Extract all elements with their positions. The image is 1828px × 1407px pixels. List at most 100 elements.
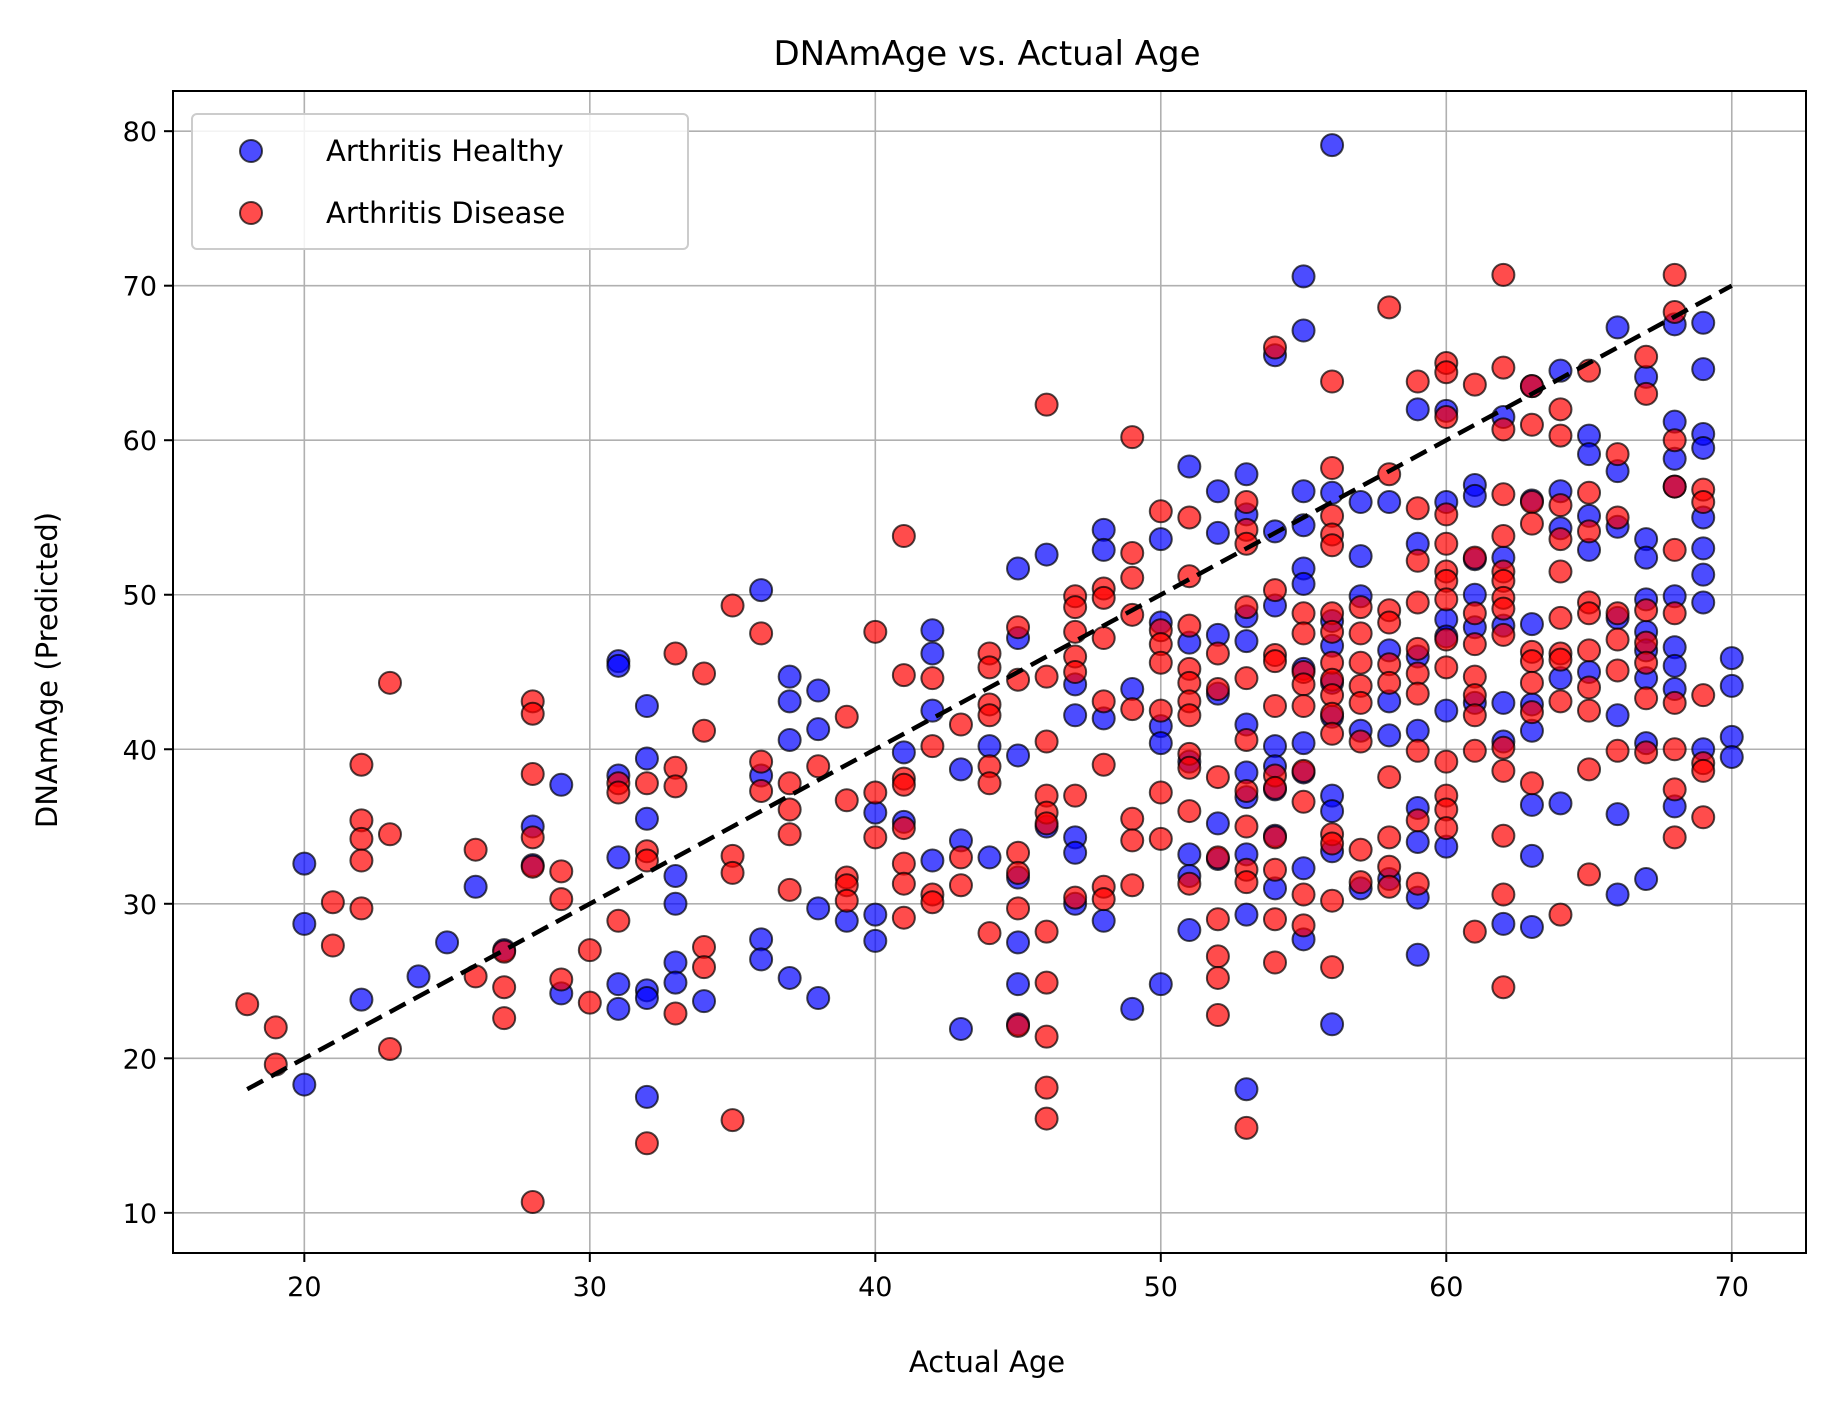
data-point (1348, 837, 1373, 862)
data-point (1262, 825, 1287, 850)
data-point (435, 930, 460, 955)
data-point (1091, 752, 1116, 777)
data-point (1148, 499, 1173, 524)
data-point (1205, 965, 1230, 990)
data-point (1205, 765, 1230, 790)
data-point (1377, 874, 1402, 899)
data-point (1491, 482, 1516, 507)
data-point (1634, 381, 1659, 406)
data-point (1291, 571, 1316, 596)
data-point (891, 905, 916, 930)
data-point (920, 848, 945, 873)
data-point (634, 848, 659, 873)
data-point (1462, 601, 1487, 626)
data-point (1405, 871, 1430, 896)
data-point (692, 661, 717, 686)
data-point (1634, 545, 1659, 570)
data-point (1662, 262, 1687, 287)
data-point (806, 986, 831, 1011)
data-point (1491, 823, 1516, 848)
data-point (549, 967, 574, 992)
data-point (663, 641, 688, 666)
data-point (520, 761, 545, 786)
data-point (1405, 718, 1430, 743)
data-point (720, 1108, 745, 1133)
data-point (1662, 777, 1687, 802)
data-point (1577, 698, 1602, 723)
data-point (777, 877, 802, 902)
data-point (663, 774, 688, 799)
data-point (1262, 578, 1287, 603)
data-point (263, 1015, 288, 1040)
data-point (1519, 612, 1544, 637)
data-point (1491, 735, 1516, 760)
data-point (1491, 524, 1516, 549)
data-point (806, 754, 831, 779)
data-point (1205, 520, 1230, 545)
data-point (1662, 601, 1687, 626)
data-point (1548, 605, 1573, 630)
data-point (1291, 601, 1316, 626)
data-point (1177, 755, 1202, 780)
data-point (1491, 262, 1516, 287)
data-point (1234, 870, 1259, 895)
data-point (292, 851, 317, 876)
y-axis-label: DNAmAge (Predicted) (30, 512, 64, 828)
data-point (1491, 758, 1516, 783)
data-point (1548, 493, 1573, 518)
data-point (1006, 840, 1031, 865)
data-point (1662, 537, 1687, 562)
data-point (806, 717, 831, 742)
data-point (1177, 703, 1202, 728)
data-point (1548, 527, 1573, 552)
data-point (1405, 661, 1430, 686)
data-point (1548, 791, 1573, 816)
data-point (1234, 490, 1259, 515)
data-point (1377, 295, 1402, 320)
data-point (1377, 723, 1402, 748)
data-point (1434, 360, 1459, 385)
data-point (349, 752, 374, 777)
data-point (1320, 831, 1345, 856)
data-point (1719, 724, 1744, 749)
data-point (1662, 825, 1687, 850)
data-point (1320, 888, 1345, 913)
data-point (1548, 559, 1573, 584)
data-point (1662, 737, 1687, 762)
data-point (1234, 666, 1259, 691)
data-point (1634, 598, 1659, 623)
data-point (1377, 854, 1402, 879)
data-point (1605, 601, 1630, 626)
data-point (1605, 882, 1630, 907)
data-point (377, 822, 402, 847)
data-point (1262, 775, 1287, 800)
data-point (1205, 676, 1230, 701)
data-point (1377, 765, 1402, 790)
data-point (1205, 811, 1230, 836)
data-point (634, 806, 659, 831)
data-point (1348, 690, 1373, 715)
data-point (1605, 738, 1630, 763)
data-point (1348, 595, 1373, 620)
data-point (1519, 490, 1544, 515)
data-point (1091, 908, 1116, 933)
data-point (1091, 626, 1116, 651)
data-point (1634, 740, 1659, 765)
data-point (1063, 619, 1088, 644)
data-point (1091, 689, 1116, 714)
data-point (1462, 372, 1487, 397)
data-point (1148, 650, 1173, 675)
data-point (1063, 703, 1088, 728)
data-point (1006, 972, 1031, 997)
data-point (977, 845, 1002, 870)
data-point (1519, 843, 1544, 868)
data-point (806, 896, 831, 921)
data-point (1262, 734, 1287, 759)
data-point (634, 1084, 659, 1109)
data-point (948, 757, 973, 782)
data-point (1205, 1003, 1230, 1028)
data-point (749, 778, 774, 803)
data-point (1006, 930, 1031, 955)
data-point (920, 698, 945, 723)
data-point (1120, 996, 1145, 1021)
